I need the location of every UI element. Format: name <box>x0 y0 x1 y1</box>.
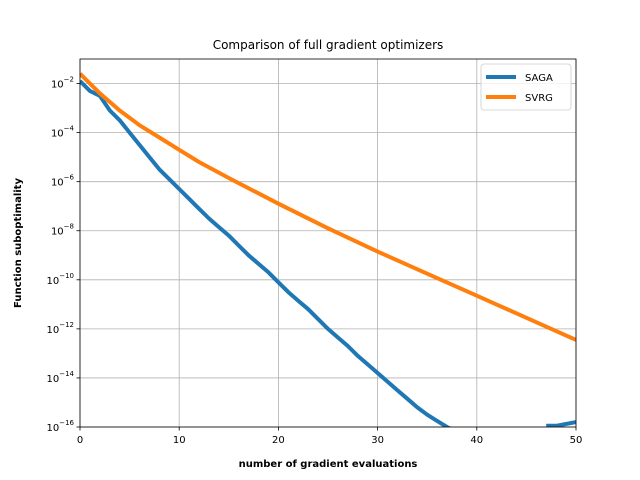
y-tick-label: 10−4 <box>51 125 75 140</box>
legend: SAGA SVRG <box>480 63 572 111</box>
x-tick-label: 10 <box>173 435 186 446</box>
series-line-saga <box>80 79 452 427</box>
x-tick-label: 50 <box>570 435 583 446</box>
y-tick-label: 10−12 <box>46 321 74 336</box>
y-tick-label: 10−6 <box>51 174 75 189</box>
series-line-svrg <box>80 72 576 342</box>
y-tick-label: 10−2 <box>51 76 74 91</box>
x-tick-label: 30 <box>371 435 384 446</box>
y-tick-label: 10−8 <box>51 223 74 238</box>
x-tick-label: 40 <box>470 435 483 446</box>
x-tick-label: 0 <box>77 435 83 446</box>
legend-label: SAGA <box>525 73 553 84</box>
plot-frame <box>79 58 577 428</box>
x-axis-label: number of gradient evaluations <box>239 459 418 470</box>
chart-title: Comparison of full gradient optimizers <box>213 38 444 52</box>
legend-label: SVRG <box>525 93 553 104</box>
y-tick-label: 10−14 <box>46 370 74 385</box>
y-tick-label: 10−16 <box>46 419 74 434</box>
series-layer <box>80 72 576 427</box>
y-tick-label: 10−10 <box>46 272 74 287</box>
x-tick-label: 20 <box>272 435 285 446</box>
y-axis-label: Function suboptimality <box>13 178 24 308</box>
series-line-saga-tail <box>546 420 576 427</box>
grid-layer <box>79 59 577 428</box>
axes-layer: 0 10 20 30 40 50 10−2 10−4 10−6 10−8 10−10 10−12 10−… <box>46 76 582 446</box>
